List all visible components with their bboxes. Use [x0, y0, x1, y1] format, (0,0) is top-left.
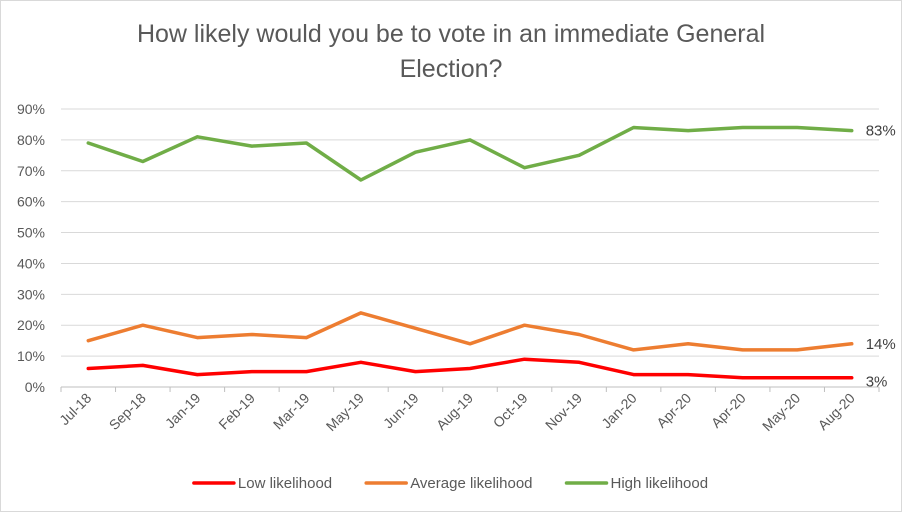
data-point [850, 342, 854, 346]
data-point [741, 376, 745, 380]
data-point [795, 376, 799, 380]
y-axis: 0% 10% 20% 30% 40% 50% 60% 70% 80% 90% [17, 101, 45, 395]
legend-item: Average likelihood [364, 475, 533, 492]
data-point [86, 141, 90, 145]
x-tick-label: Feb-19 [215, 390, 258, 433]
x-tick-label: May-20 [759, 390, 803, 434]
data-point [577, 360, 581, 364]
legend-item: High likelihood [564, 475, 709, 492]
data-point [468, 342, 472, 346]
data-point [195, 135, 199, 139]
y-tick-label: 60% [17, 194, 45, 210]
y-tick-label: 30% [17, 286, 45, 302]
data-point [413, 370, 417, 374]
y-tick-label: 50% [17, 225, 45, 241]
data-point [632, 126, 636, 130]
data-point [850, 376, 854, 380]
data-point [359, 360, 363, 364]
data-point [141, 160, 145, 164]
data-point [741, 126, 745, 130]
end-value-label: 83% [866, 123, 896, 140]
data-point [359, 311, 363, 315]
legend: Low likelihood Average likelihood High lik… [192, 475, 709, 492]
data-point [86, 339, 90, 343]
data-point [304, 141, 308, 145]
y-tick-label: 10% [17, 348, 45, 364]
chart-title: How likely would you be to vote in an im… [136, 20, 766, 83]
x-tick-label: Oct-19 [490, 390, 531, 431]
data-point [468, 366, 472, 370]
data-point [632, 373, 636, 377]
series-lines [86, 125, 854, 380]
data-point [795, 348, 799, 352]
data-point [250, 144, 254, 148]
data-point [523, 166, 527, 170]
data-point [250, 370, 254, 374]
x-axis: Jul-18 Sep-18 Jan-19 Feb-19 Mar-19 May-19 Jun-… [56, 387, 880, 434]
data-point [359, 178, 363, 182]
data-point [413, 326, 417, 330]
data-point [741, 348, 745, 352]
data-point [795, 126, 799, 130]
x-tick-label: Mar-19 [270, 390, 313, 433]
data-point [686, 342, 690, 346]
x-tick-label: May-19 [323, 390, 367, 434]
legend-label: Low likelihood [238, 475, 332, 492]
data-point [195, 336, 199, 340]
end-value-label: 3% [866, 374, 888, 391]
y-tick-label: 40% [17, 255, 45, 271]
x-tick-label: Aug-19 [433, 390, 476, 433]
data-point [523, 357, 527, 361]
x-tick-label: Jul-18 [56, 390, 94, 428]
data-point [850, 129, 854, 133]
legend-label: High likelihood [611, 475, 709, 492]
data-point [250, 332, 254, 336]
y-tick-label: 80% [17, 132, 45, 148]
data-point [632, 348, 636, 352]
data-point [413, 150, 417, 154]
gridlines [61, 108, 879, 388]
y-tick-label: 0% [25, 379, 45, 395]
y-tick-label: 90% [17, 101, 45, 117]
legend-item: Low likelihood [192, 475, 332, 492]
x-tick-label: Jun-19 [380, 390, 422, 432]
x-tick-label: Jan-20 [598, 390, 640, 432]
x-tick-label: Nov-19 [542, 390, 585, 433]
y-tick-label: 70% [17, 163, 45, 179]
data-point [141, 363, 145, 367]
data-point [468, 138, 472, 142]
data-point [523, 323, 527, 327]
end-value-label: 14% [866, 336, 896, 353]
x-tick-label: Apr-20 [653, 390, 694, 431]
data-point [577, 332, 581, 336]
data-point [86, 366, 90, 370]
data-point [141, 323, 145, 327]
data-point [686, 129, 690, 133]
data-point [577, 153, 581, 157]
x-tick-label: Apr-20 [708, 390, 749, 431]
x-tick-label: Sep-18 [106, 390, 149, 433]
data-point [686, 373, 690, 377]
x-tick-label: Aug-20 [815, 390, 858, 433]
data-point [195, 373, 199, 377]
data-point [304, 370, 308, 374]
series-line-high-likelihood [86, 125, 854, 182]
legend-label: Average likelihood [410, 475, 532, 492]
data-point [304, 336, 308, 340]
y-tick-label: 20% [17, 317, 45, 333]
x-tick-label: Jan-19 [162, 390, 204, 432]
end-labels: 3% 14% 83% [866, 123, 896, 391]
